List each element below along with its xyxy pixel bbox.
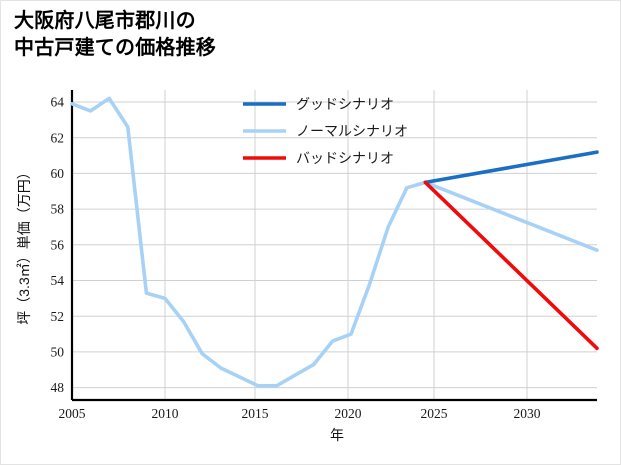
y-tick-labels: 48 50 52 54 56 58 60 62 64 — [51, 95, 65, 396]
y-tick-label: 58 — [51, 202, 65, 217]
x-tick-label: 2005 — [59, 406, 86, 421]
y-tick-label: 54 — [51, 273, 65, 288]
y-tick-label: 60 — [51, 166, 65, 181]
y-tick-label: 50 — [51, 345, 65, 360]
axis-spines — [70, 90, 597, 402]
y-tick-label: 62 — [51, 130, 65, 145]
x-tick-label: 2020 — [335, 406, 362, 421]
legend-label-bad: バッドシナリオ — [296, 150, 394, 166]
x-tick-label: 2025 — [421, 406, 448, 421]
x-axis-title: 年 — [330, 427, 344, 443]
y-axis-title: 坪（3.3㎡）単価（万円） — [16, 165, 32, 324]
x-tick-labels: 2005 2010 2015 2020 2025 2030 — [59, 406, 541, 421]
chart-legend: グッドシナリオ ノーマルシナリオ バッドシナリオ — [243, 96, 408, 166]
series-line-bad — [423, 180, 599, 351]
legend-label-good: グッドシナリオ — [296, 96, 394, 112]
y-tick-label: 48 — [51, 380, 65, 395]
x-tick-label: 2015 — [242, 406, 269, 421]
y-tick-label: 52 — [51, 309, 65, 324]
x-tick-label: 2030 — [514, 406, 541, 421]
series-line-normal — [70, 96, 599, 388]
y-tick-label: 64 — [51, 95, 65, 110]
y-tick-label: 56 — [51, 237, 65, 252]
series-line-good — [423, 150, 599, 185]
y-gridlines — [72, 101, 597, 389]
legend-label-normal: ノーマルシナリオ — [296, 123, 408, 139]
chart-title: 大阪府八尾市郡川の 中古戸建ての価格推移 — [14, 10, 216, 59]
x-tick-label: 2010 — [152, 406, 179, 421]
